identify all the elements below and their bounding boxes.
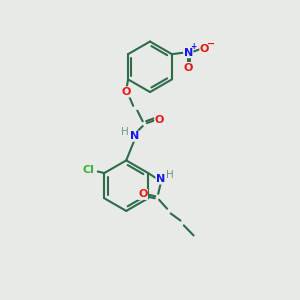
Text: O: O <box>122 87 131 97</box>
Text: N: N <box>156 174 165 184</box>
Text: H: H <box>166 170 173 180</box>
Text: O: O <box>154 115 164 125</box>
Text: N: N <box>184 48 193 58</box>
Text: O: O <box>200 44 209 54</box>
Text: −: − <box>207 39 215 49</box>
Text: O: O <box>138 189 147 200</box>
Text: Cl: Cl <box>83 165 95 175</box>
Text: H: H <box>121 127 128 137</box>
Text: N: N <box>130 131 139 141</box>
Text: O: O <box>184 62 193 73</box>
Text: +: + <box>190 42 196 51</box>
